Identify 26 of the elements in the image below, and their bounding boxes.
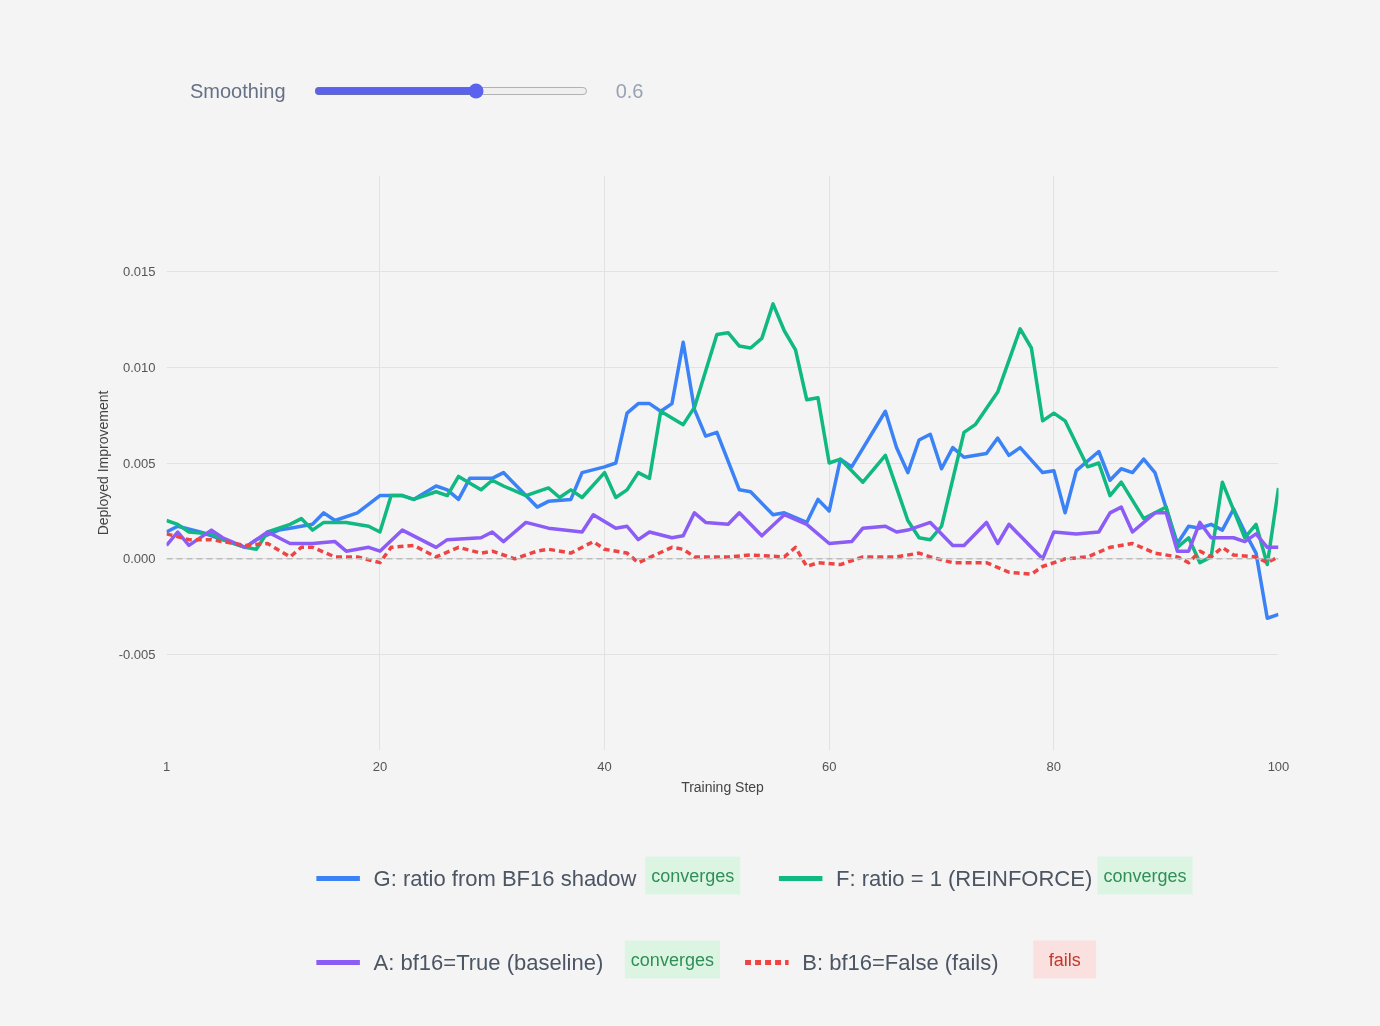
legend-label: G: ratio from BF16 shadow bbox=[373, 866, 637, 891]
text: converges bbox=[651, 865, 735, 886]
line-series bbox=[166, 302, 1279, 567]
text: converges bbox=[1103, 865, 1187, 886]
y-tick-label: 0.000 bbox=[122, 551, 156, 567]
line-series bbox=[166, 505, 1279, 561]
text: Smoothing bbox=[190, 79, 286, 104]
legend-label: B: bf16=False (fails) bbox=[802, 950, 999, 975]
x-axis-title: Training Step bbox=[681, 778, 765, 795]
x-tick-label: 60 bbox=[821, 758, 837, 774]
text: 0.6 bbox=[615, 79, 644, 104]
text: fails bbox=[1048, 949, 1081, 970]
y-tick-label: -0.005 bbox=[118, 647, 156, 663]
x-tick-label: 80 bbox=[1046, 758, 1062, 774]
y-tick-label: 0.005 bbox=[122, 455, 156, 471]
x-tick-label: 100 bbox=[1267, 758, 1290, 774]
legend-label: A: bf16=True (baseline) bbox=[373, 950, 604, 975]
legend-label: F: ratio = 1 (REINFORCE) bbox=[836, 866, 1093, 891]
y-tick-label: 0.015 bbox=[122, 263, 156, 279]
y-tick-label: 0.010 bbox=[122, 359, 156, 375]
line-series bbox=[166, 532, 1279, 576]
x-tick-label: 20 bbox=[372, 758, 388, 774]
text: converges bbox=[630, 949, 714, 970]
y-axis-title: Deployed Improvement bbox=[94, 390, 111, 536]
x-tick-label: 40 bbox=[597, 758, 612, 774]
x-tick-label: 1 bbox=[162, 758, 171, 774]
